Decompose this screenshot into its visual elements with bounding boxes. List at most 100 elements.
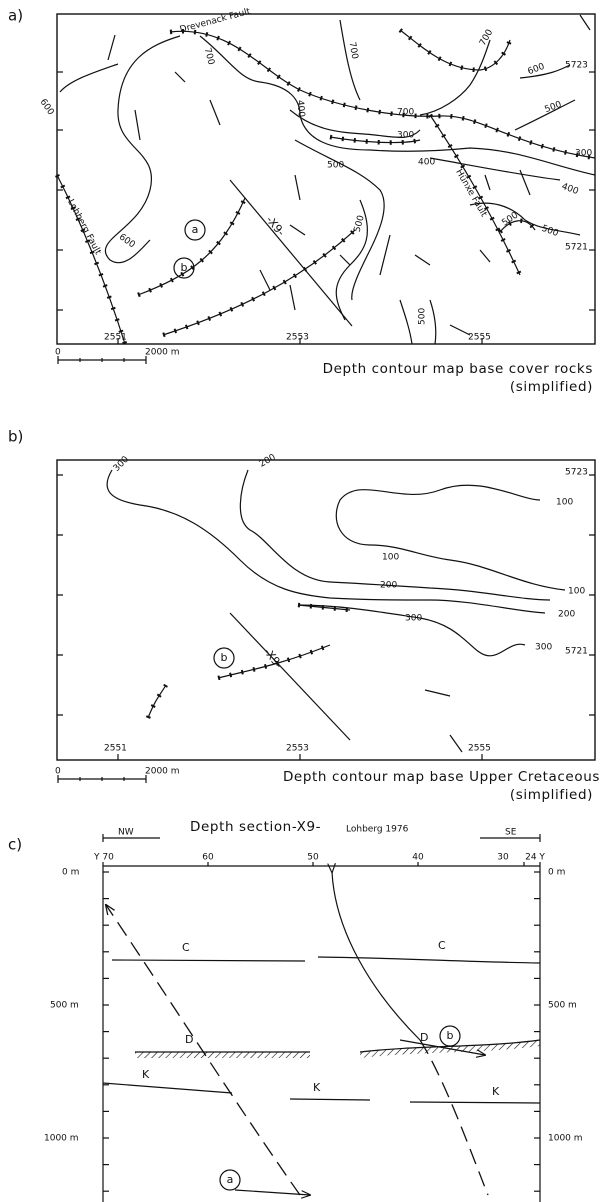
marker: b [447, 1029, 454, 1042]
line-work [399, 299, 413, 345]
map-frame [56, 459, 596, 761]
line-work [162, 229, 356, 336]
line-work [379, 234, 391, 276]
layer-label: K [142, 1068, 150, 1081]
hatching [135, 1052, 310, 1058]
fault-teeth [398, 28, 513, 73]
line-work [579, 14, 591, 31]
contour-label: 600 [37, 97, 55, 117]
line-work [134, 109, 141, 141]
contour-label: 500 [543, 100, 563, 115]
line-work [147, 684, 167, 719]
x-tick: 50 [307, 853, 319, 863]
fault-teeth [169, 29, 596, 161]
contour-label: 700 [347, 41, 360, 60]
contour-label: 700 [202, 47, 216, 66]
direction: NW [118, 828, 134, 838]
easting: 2555 [468, 333, 491, 343]
layer-label: C [182, 941, 190, 954]
line-work [514, 99, 576, 131]
marker: a [192, 223, 199, 236]
map-frame [56, 13, 596, 345]
contour-label: 500 [353, 214, 367, 233]
line-work [297, 604, 526, 657]
x-tick: Y 70 [93, 853, 114, 863]
panel-label: a) [8, 7, 23, 25]
contour-label: 700 [478, 28, 495, 48]
northing: 5723 [565, 468, 588, 478]
line-work [199, 35, 596, 176]
fault-name: Hünxe Fault [453, 168, 489, 219]
line-work [229, 612, 351, 741]
fault-teeth [137, 197, 248, 298]
line-work [207, 862, 525, 866]
contour-label: 100 [382, 553, 399, 563]
contour-label: 200 [380, 581, 397, 591]
line-work [57, 474, 595, 760]
contour-label: 400 [418, 158, 435, 168]
section-title: Depth section-X9- [190, 819, 321, 835]
panel-label: b) [8, 428, 23, 446]
fault-teeth [54, 173, 128, 345]
contour-label: 300 [575, 149, 592, 159]
line-work [519, 64, 571, 79]
line-work [217, 644, 331, 679]
marker: b [181, 261, 188, 274]
layer-label: K [492, 1085, 500, 1098]
group [103, 871, 540, 1192]
depth-label: 1000 m [44, 1134, 79, 1144]
contour-label: 300 [112, 454, 131, 473]
line-work [409, 1101, 541, 1104]
marker-circle [439, 1025, 461, 1047]
contour-label: 300 [535, 643, 552, 653]
scale-label: 0 [55, 767, 61, 777]
contour-label: 400 [560, 182, 580, 197]
contour-label: 100 [556, 498, 573, 508]
line-work [484, 174, 491, 191]
layer-label: K [313, 1081, 321, 1094]
easting: 2555 [468, 744, 491, 754]
contour-label: 400 [295, 100, 306, 118]
x-tick: 40 [412, 853, 424, 863]
section-subtitle: Lohberg 1976 [346, 825, 409, 835]
marker-circle [173, 257, 195, 279]
line-work [429, 299, 437, 345]
line-work [229, 179, 353, 327]
line-work [106, 469, 546, 614]
caption: (simplified) [510, 787, 593, 803]
contour-label: 300 [397, 131, 414, 141]
fault-name: Drevenack Fault [179, 7, 252, 36]
layer-label: D [185, 1033, 193, 1046]
contour-label: 500 [540, 224, 560, 239]
contour-label: 700 [397, 108, 414, 118]
fault-teeth [329, 134, 421, 145]
line-work [294, 139, 385, 301]
fault-teeth [428, 113, 523, 276]
fault-dashed [419, 1039, 489, 1196]
contour-label: 500 [418, 308, 428, 325]
line-work [469, 202, 581, 236]
fault-dashed [106, 905, 301, 1196]
line-work [259, 269, 271, 291]
line-work [102, 834, 541, 842]
contour-label: 200 [558, 610, 575, 620]
line-work [59, 63, 119, 93]
line-work [519, 169, 531, 196]
line-work [104, 35, 181, 264]
contour-label: 500 [327, 161, 344, 171]
x-tick: 60 [202, 853, 214, 863]
northing: 5723 [565, 61, 588, 71]
line-work [239, 469, 551, 601]
line-work [57, 775, 147, 783]
group [57, 71, 595, 344]
line-work [294, 174, 301, 201]
x-tick: 24 Y [525, 853, 545, 863]
marker-circle [219, 1169, 241, 1191]
line-work [339, 254, 351, 266]
line-work [297, 604, 351, 611]
depth-label: 0 m [548, 868, 565, 878]
line-work [335, 484, 566, 591]
